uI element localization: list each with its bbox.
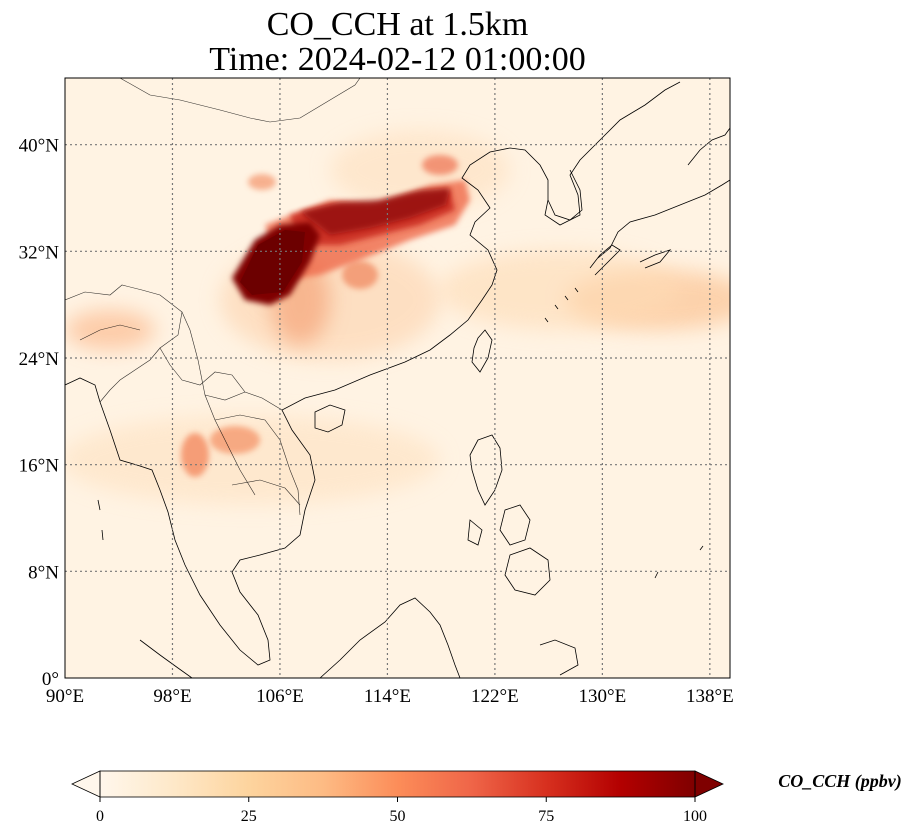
coastlines [65,81,730,678]
plume-sichuan-peak [240,230,305,295]
coast-andaman [97,499,104,541]
colorbar-tick-label: 50 [390,808,406,825]
coast-kyushu [589,244,621,276]
colorbar-under-arrow [71,770,101,798]
coast-luzon [469,434,503,506]
colorbar-tick-label: 100 [683,808,707,825]
lon-tick-label: 98°E [153,686,191,707]
lon-tick-label: 90°E [46,686,84,707]
coast-sumatra [139,639,193,678]
lat-tick-label: 0° [42,669,59,690]
border-bhutan [79,324,141,341]
colorbar-tick-label: 75 [538,808,554,825]
colorbar-body [100,771,695,797]
lat-tick-label: 32°N [19,242,60,263]
coast-sulawesi [539,639,579,676]
coast-mainland [65,81,681,666]
lat-tick-label: 8°N [28,562,59,583]
lon-tick-label: 130°E [579,686,627,707]
coast-ryukyu [544,287,579,323]
colorbar-over-arrow [694,770,724,798]
plume-north-china-peak [300,188,450,235]
coast-hokkaido [687,127,730,166]
gridlines [65,78,730,678]
colorbar-tick-labels: 0 25 50 75 100 [96,797,707,825]
plume-myanmar [181,433,209,477]
colorbar-label: CO_CCH (ppbv) [778,771,902,792]
colorbar-tick-label: 25 [241,808,257,825]
border-laos-north [204,391,246,401]
coast-palawan [467,519,483,546]
coast-visayas [499,504,531,546]
latitude-tick-labels: 0° 8°N 16°N 24°N 32°N 40°N [19,136,60,690]
border-mongolia [119,78,361,123]
coast-honshu [597,179,730,259]
map-title-line-2: Time: 2024-02-12 01:00:00 [209,41,586,78]
lon-tick-label: 122°E [471,686,519,707]
concentration-field [65,130,730,505]
map-title-line-1: CO_CCH at 1.5km [266,6,529,43]
lon-tick-label: 138°E [686,686,734,707]
country-borders [65,78,361,516]
plume-hubei [342,261,378,289]
coast-korea [547,169,583,221]
plume-inner-mongolia [248,174,276,190]
colorbar: 0 25 50 75 100 CO_CCH (ppbv) [71,770,902,825]
border-cambodia [231,479,301,506]
lon-tick-label: 114°E [364,686,411,707]
coast-shikoku [639,249,672,269]
plume-northeast-india [65,310,155,350]
map-frame [64,77,731,679]
colorbar-tick-label: 0 [96,808,104,825]
longitude-tick-labels: 90°E 98°E 106°E 114°E 122°E 130°E 138°E [46,686,734,707]
plume-pacific-mid [440,250,680,330]
lat-tick-label: 24°N [19,349,60,370]
coast-borneo [319,597,461,678]
plume-southeast-asia [65,415,440,505]
coast-mindanao [504,547,551,596]
lat-tick-label: 16°N [19,456,60,477]
border-myanmar-thailand [181,311,256,496]
map-panel: 90°E 98°E 106°E 114°E 122°E 130°E 138°E 0° 8°N 1… [19,77,734,707]
lat-tick-label: 40°N [19,136,60,157]
plume-laos [210,426,260,454]
coast-small-islands [654,545,704,579]
plume-beijing [422,155,458,175]
lon-tick-label: 106°E [256,686,304,707]
coast-hainan [314,404,346,433]
coast-taiwan [471,329,493,373]
